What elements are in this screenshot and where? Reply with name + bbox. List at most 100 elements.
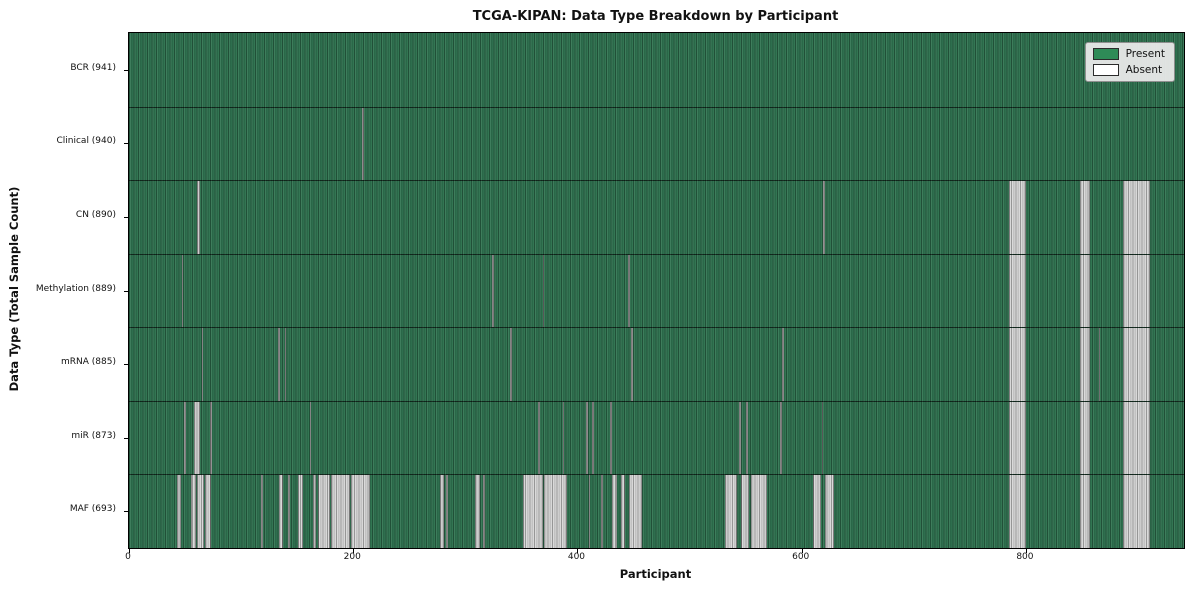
y-tick-label-bcr: BCR (941) xyxy=(70,62,116,73)
legend-item-present: Present xyxy=(1092,48,1165,60)
absent-stripe xyxy=(1009,328,1026,401)
absent-stripe xyxy=(475,475,480,548)
absent-stripe xyxy=(201,328,204,401)
absent-stripe xyxy=(741,475,749,548)
absent-stripe xyxy=(510,328,512,401)
absent-stripe xyxy=(194,401,200,475)
absent-stripe xyxy=(1079,475,1090,548)
y-tick-labels: BCR (941) Clinical (940) CN (890) Methylati… xyxy=(0,32,123,547)
absent-stripe xyxy=(745,401,748,475)
absent-stripe xyxy=(812,475,821,548)
absent-stripe xyxy=(446,475,448,548)
y-tick-label-clinical: Clinical (940) xyxy=(56,136,116,147)
legend-swatch-present xyxy=(1092,48,1119,60)
absent-stripe xyxy=(181,254,184,328)
absent-stripe xyxy=(522,475,543,548)
absent-stripe xyxy=(821,401,824,475)
absent-stripe xyxy=(309,401,312,475)
absent-stripe xyxy=(1098,328,1101,401)
x-tick-label-200: 200 xyxy=(343,552,361,562)
absent-stripe xyxy=(825,475,835,548)
absent-stripe xyxy=(609,401,612,475)
x-tick-labels: 0 200 400 600 800 xyxy=(125,552,1183,566)
absent-stripe xyxy=(350,475,371,548)
absent-stripe xyxy=(209,401,212,475)
absent-stripe xyxy=(1009,401,1026,475)
legend-item-absent: Absent xyxy=(1092,64,1165,76)
absent-stripe xyxy=(592,401,594,475)
absent-stripe xyxy=(288,475,291,548)
absent-stripe xyxy=(542,254,545,328)
absent-stripe xyxy=(197,475,205,548)
heatmap-row-mir xyxy=(129,400,1184,475)
legend-label-absent: Absent xyxy=(1125,64,1163,76)
absent-stripe xyxy=(629,475,643,548)
absent-stripe xyxy=(612,475,617,548)
absent-stripe xyxy=(1079,401,1090,475)
y-tick-marks xyxy=(124,33,1184,548)
x-tick-mark xyxy=(1025,549,1027,553)
absent-stripe xyxy=(439,475,445,548)
x-tick-label-600: 600 xyxy=(792,552,810,562)
absent-stripe xyxy=(588,475,591,548)
absent-stripe xyxy=(780,401,782,475)
absent-stripe xyxy=(483,475,485,548)
y-tick-mark xyxy=(124,290,128,292)
absent-stripe xyxy=(1079,181,1090,254)
absent-stripe xyxy=(1009,254,1026,328)
y-tick-label-mir: miR (873) xyxy=(71,430,116,441)
absent-stripe xyxy=(279,475,283,548)
absent-stripe xyxy=(1009,475,1026,548)
x-tick-mark xyxy=(801,549,803,553)
absent-stripe xyxy=(177,475,181,548)
absent-stripe xyxy=(284,328,287,401)
y-tick-label-cn: CN (890) xyxy=(75,209,116,220)
absent-stripe xyxy=(725,475,737,548)
absent-stripe xyxy=(318,475,330,548)
absent-stripe xyxy=(190,475,197,548)
absent-stripe xyxy=(1123,328,1151,401)
absent-stripe xyxy=(197,181,200,254)
x-tick-label-0: 0 xyxy=(125,552,131,562)
x-tick-label-800: 800 xyxy=(1016,552,1034,562)
absent-stripe xyxy=(1123,401,1151,475)
chart-title: TCGA-KIPAN: Data Type Breakdown by Parti… xyxy=(472,9,839,24)
absent-stripe xyxy=(538,401,540,475)
y-tick-mark xyxy=(124,216,128,218)
heatmap-row-maf xyxy=(129,474,1184,548)
absent-stripe xyxy=(738,401,742,475)
legend: Present Absent xyxy=(1084,42,1175,82)
absent-stripe xyxy=(1079,254,1090,328)
absent-stripe xyxy=(312,475,317,548)
y-tick-label-maf: MAF (693) xyxy=(69,504,116,515)
absent-stripe xyxy=(781,328,784,401)
absent-stripe xyxy=(586,401,589,475)
y-tick-mark xyxy=(124,143,128,145)
legend-label-present: Present xyxy=(1125,48,1165,60)
y-tick-mark xyxy=(124,364,128,366)
absent-stripe xyxy=(822,181,825,254)
plot-area xyxy=(124,32,1185,553)
absent-stripe xyxy=(1123,475,1151,548)
absent-stripe xyxy=(205,475,211,548)
absent-stripe xyxy=(298,475,303,548)
absent-stripe xyxy=(562,401,565,475)
absent-stripe xyxy=(492,254,494,328)
y-tick-mark xyxy=(124,437,128,439)
y-tick-mark xyxy=(124,69,128,71)
absent-stripe xyxy=(1009,181,1026,254)
absent-stripe xyxy=(278,328,280,401)
x-tick-mark xyxy=(353,549,355,553)
x-tick-mark xyxy=(129,549,130,553)
absent-stripe xyxy=(261,475,263,548)
absent-stripe xyxy=(1123,181,1151,254)
x-tick-label-400: 400 xyxy=(567,552,586,562)
absent-stripe xyxy=(751,475,767,548)
absent-stripe xyxy=(543,475,568,548)
heatmap-row-mrna xyxy=(129,327,1184,401)
absent-stripe xyxy=(183,401,186,475)
y-tick-mark xyxy=(124,511,128,513)
absent-stripe xyxy=(621,475,625,548)
heatmap-row-methylation xyxy=(129,253,1184,328)
